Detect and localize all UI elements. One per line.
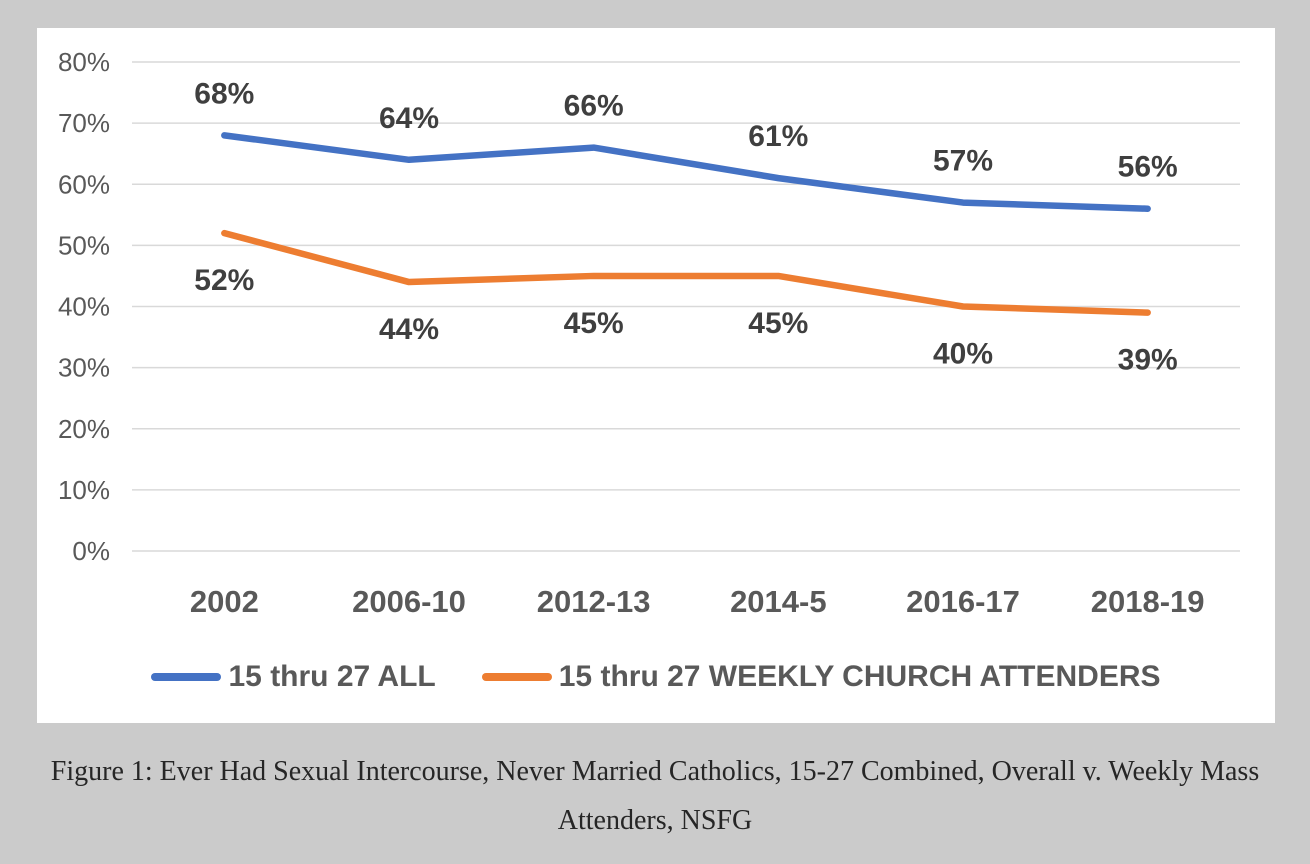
- y-axis-tick-label: 80%: [58, 47, 110, 77]
- x-axis-tick-label: 2014-5: [730, 584, 827, 619]
- x-axis-tick-label: 2018-19: [1091, 584, 1205, 619]
- figure-caption-line-2: Attenders, NSFG: [557, 805, 753, 836]
- y-axis-tick-label: 0%: [72, 536, 110, 566]
- figure-caption: Figure 1: Ever Had Sexual Intercourse, N…: [0, 747, 1310, 845]
- data-label: 39%: [1118, 344, 1178, 377]
- data-label: 45%: [564, 307, 624, 340]
- y-axis-tick-label: 60%: [58, 169, 110, 199]
- data-label: 64%: [379, 102, 439, 135]
- data-label: 45%: [748, 307, 808, 340]
- legend-label-weekly: 15 thru 27 WEEKLY CHURCH ATTENDERS: [558, 660, 1161, 693]
- legend-swatch-weekly-icon: [481, 673, 552, 681]
- legend-swatch-all-icon: [151, 673, 222, 681]
- data-label: 68%: [194, 77, 254, 110]
- series-line-all: [221, 132, 1151, 212]
- y-axis-tick-label: 20%: [58, 414, 110, 444]
- data-label: 57%: [933, 145, 993, 178]
- y-axis-tick-label: 50%: [58, 230, 110, 260]
- series-line-weekly: [221, 229, 1151, 316]
- y-axis-tick-label: 70%: [58, 108, 110, 138]
- line-chart: 0% 10% 20% 30% 40% 50% 60% 70% 80% 2002 2006-10 201…: [58, 47, 1240, 619]
- x-axis-tick-label: 2016-17: [906, 584, 1020, 619]
- legend-label-all: 15 thru 27 ALL: [228, 660, 436, 693]
- legend-item-all: 15 thru 27 ALL: [151, 660, 436, 694]
- data-label: 66%: [564, 90, 624, 123]
- x-axis-tick-label: 2012-13: [537, 584, 651, 619]
- data-label: 40%: [933, 338, 993, 371]
- data-label: 52%: [194, 264, 254, 297]
- data-label: 44%: [379, 313, 439, 346]
- y-axis-tick-label: 40%: [58, 292, 110, 322]
- data-label: 61%: [748, 120, 808, 153]
- data-label: 56%: [1118, 151, 1178, 184]
- x-axis-tick-label: 2006-10: [352, 584, 466, 619]
- chart-card: 0% 10% 20% 30% 40% 50% 60% 70% 80% 2002 2006-10 201…: [37, 28, 1275, 723]
- legend-item-weekly: 15 thru 27 WEEKLY CHURCH ATTENDERS: [481, 660, 1161, 694]
- y-axis-tick-label: 30%: [58, 353, 110, 383]
- x-axis-tick-label: 2002: [190, 584, 259, 619]
- chart-legend: 15 thru 27 ALL 15 thru 27 WEEKLY CHURCH …: [37, 656, 1275, 698]
- y-axis-tick-label: 10%: [58, 475, 110, 505]
- figure-caption-line-1: Figure 1: Ever Had Sexual Intercourse, N…: [50, 756, 1260, 787]
